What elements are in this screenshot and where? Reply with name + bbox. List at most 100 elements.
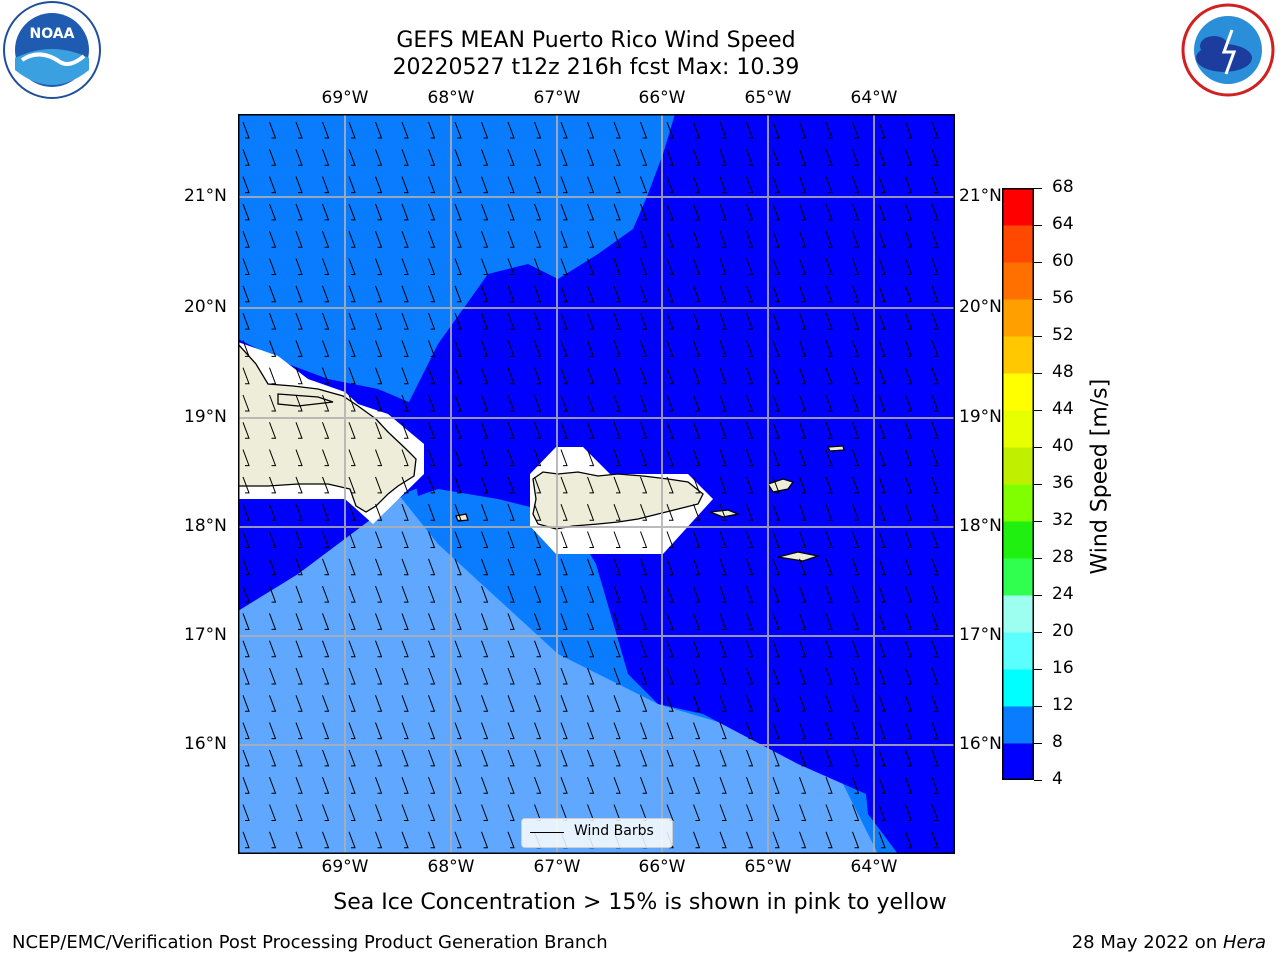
wind-barb	[825, 831, 833, 849]
wind-barb	[772, 558, 780, 576]
wind-barb	[719, 231, 727, 248]
wind-barb	[746, 722, 754, 740]
wind-barb	[587, 367, 595, 385]
wind-barb	[799, 558, 807, 576]
wind-barb	[931, 613, 939, 630]
wind-barb	[428, 285, 436, 303]
wind-barb	[587, 613, 595, 630]
wind-barb	[746, 449, 754, 467]
wind-barb	[825, 695, 833, 712]
wind-barb	[269, 422, 277, 439]
wind-barb	[905, 449, 913, 467]
wind-barb	[613, 422, 621, 439]
wind-barb	[825, 613, 833, 630]
wind-barb	[905, 749, 913, 767]
wind-barb	[799, 804, 807, 821]
wind-barb	[375, 203, 383, 221]
wind-barb	[746, 121, 754, 139]
wind-barb	[693, 394, 701, 412]
wind-barb	[242, 312, 250, 330]
wind-barb	[878, 476, 886, 494]
wind-barb	[454, 285, 462, 303]
wind-barb	[401, 258, 409, 275]
wind-barb	[878, 176, 886, 194]
colorbar-segment	[1002, 336, 1034, 374]
wind-barb	[322, 667, 330, 685]
wind-barb	[428, 367, 436, 385]
wind-barb	[242, 203, 250, 221]
sea-ice-note: Sea Ice Concentration > 15% is shown in …	[333, 890, 947, 915]
wind-barb	[348, 285, 356, 303]
wind-barb	[640, 449, 648, 467]
footer-date-text: 28 May 2022 on	[1071, 932, 1223, 953]
wind-barb	[799, 667, 807, 685]
colorbar-tick-label: 56	[1052, 288, 1074, 308]
st-croix	[777, 551, 821, 562]
wind-barb	[640, 176, 648, 194]
wind-barb	[878, 312, 886, 330]
wind-barb	[242, 476, 250, 494]
wind-barb	[242, 149, 250, 166]
wind-barb	[772, 449, 780, 467]
wind-barb	[534, 558, 542, 576]
wind-barb	[560, 613, 568, 630]
wind-barb	[481, 558, 489, 576]
wind-barb	[613, 531, 621, 548]
wind-barb	[269, 149, 277, 166]
wind-barb	[666, 176, 674, 194]
wind-barb	[507, 585, 515, 603]
wind-barb	[640, 476, 648, 494]
wind-barb	[613, 231, 621, 248]
wind-barb	[295, 449, 303, 467]
wind-barb	[481, 149, 489, 166]
wind-barb	[666, 613, 674, 630]
wind-barb	[454, 258, 462, 275]
wind-barb	[878, 258, 886, 275]
wind-barb	[348, 504, 356, 521]
wind-barb	[269, 695, 277, 712]
wind-barb	[481, 640, 489, 658]
wind-barb	[640, 149, 648, 166]
wind-barb	[295, 121, 303, 139]
wind-barb	[481, 504, 489, 521]
wind-barb	[799, 312, 807, 330]
wind-barb	[269, 340, 277, 357]
wind-barb	[322, 422, 330, 439]
wind-barb	[560, 722, 568, 740]
wind-barb	[560, 312, 568, 330]
wind-barb	[666, 695, 674, 712]
wind-barb	[746, 176, 754, 194]
wind-barb	[348, 667, 356, 685]
wind-barb	[322, 749, 330, 767]
lon-label-top: 68°W	[427, 88, 475, 108]
wind-barb	[348, 804, 356, 821]
wind-barb	[587, 285, 595, 303]
wind-barb	[295, 149, 303, 166]
wind-barb	[587, 777, 595, 794]
wind-barb	[375, 285, 383, 303]
colorbar-segment	[1002, 262, 1034, 300]
wind-barb	[348, 585, 356, 603]
wind-barb	[322, 531, 330, 548]
wind-barb	[666, 203, 674, 221]
wind-barb	[375, 449, 383, 467]
wind-barb	[799, 531, 807, 548]
colorbar-tick-label: 60	[1052, 251, 1074, 271]
wind-barb	[772, 585, 780, 603]
wind-barb	[772, 695, 780, 712]
wind-barb	[348, 258, 356, 275]
wind-barb	[746, 258, 754, 275]
wind-barb	[878, 422, 886, 439]
wind-barb	[507, 203, 515, 221]
wind-barb	[401, 394, 409, 412]
wind-barb	[719, 640, 727, 658]
wind-barb	[799, 585, 807, 603]
wind-barb	[772, 394, 780, 412]
wind-barb	[931, 449, 939, 467]
wind-barb	[242, 231, 250, 248]
wind-barb	[746, 504, 754, 521]
wind-barb	[931, 203, 939, 221]
colorbar-segment	[1002, 706, 1034, 744]
wind-barb	[772, 340, 780, 357]
wind-barb	[534, 476, 542, 494]
